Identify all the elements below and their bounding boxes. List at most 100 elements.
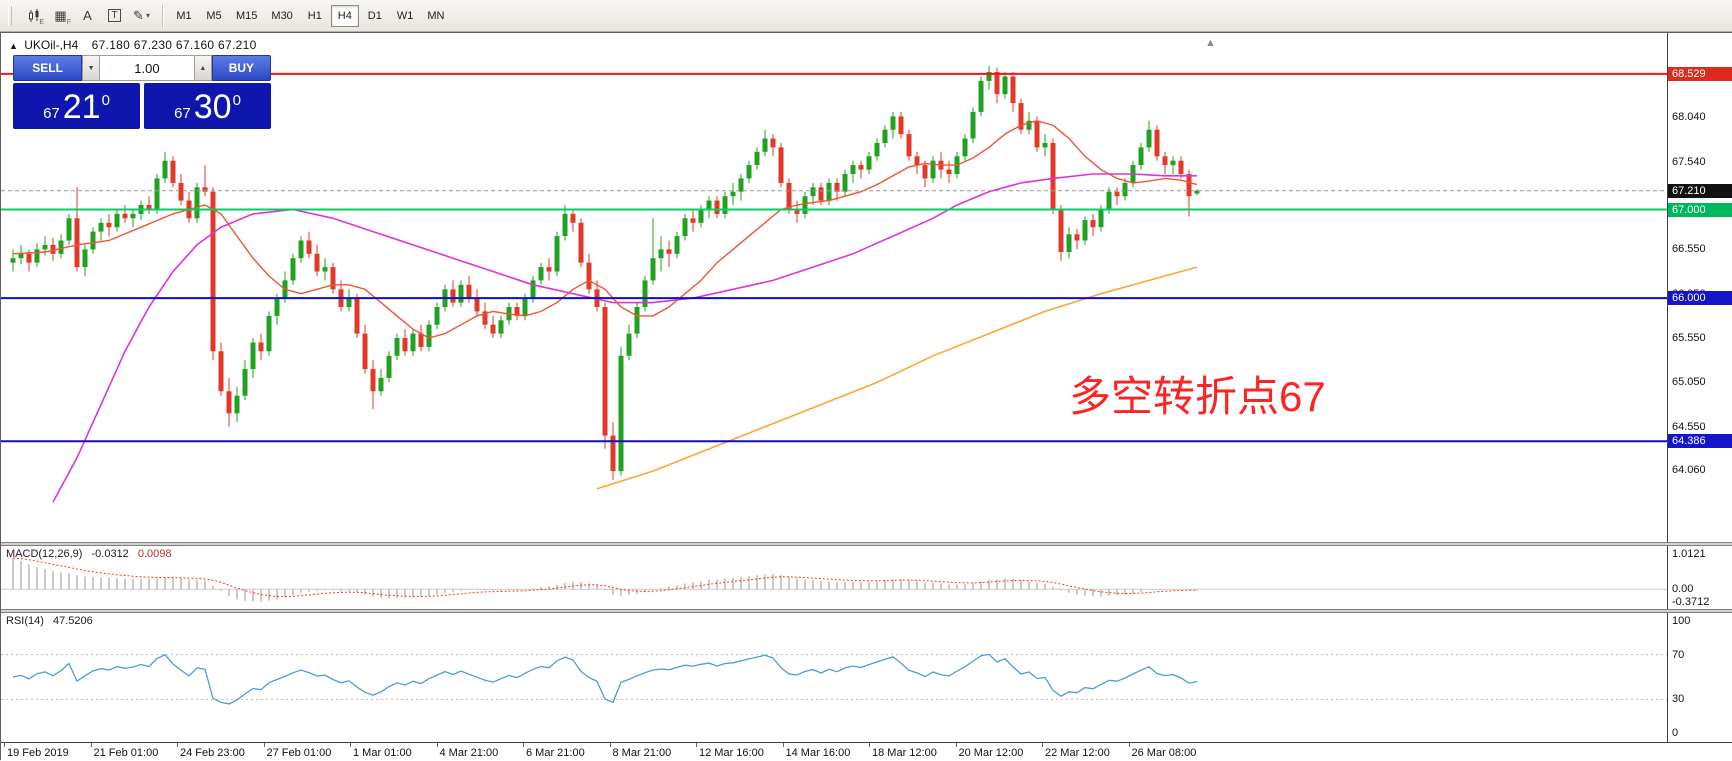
rsi-value: 47.5206: [52, 615, 93, 627]
bid-price-display[interactable]: 67 21 0: [13, 83, 140, 129]
ask-big-figure: 67: [174, 105, 191, 122]
time-axis-label: 18 Mar 12:00: [869, 743, 937, 759]
pane-separator[interactable]: [1, 542, 1732, 546]
volume-input[interactable]: [99, 55, 194, 81]
time-axis-label: 12 Mar 16:00: [696, 743, 764, 759]
time-axis-label: 26 Mar 08:00: [1128, 743, 1197, 759]
main-price-chart[interactable]: [1, 33, 1667, 542]
price-axis-badge: 67.210: [1668, 183, 1732, 198]
macd-axis-tick: 0.00: [1672, 583, 1694, 596]
trade-controls-row: SELL ▼ ▲ BUY: [13, 55, 271, 81]
timeframe-button-h4[interactable]: H4: [330, 4, 359, 27]
time-axis-label: 6 Mar 21:00: [523, 743, 585, 759]
rsi-label: RSI(14) 47.5206: [6, 615, 93, 627]
price-axis-tick: 65.050: [1672, 376, 1706, 389]
draw-tools-button[interactable]: ✎ ▾: [128, 4, 155, 28]
rsi-axis-tick: 100: [1672, 615, 1691, 627]
sell-label: SELL: [32, 61, 63, 75]
time-axis-label: 1 Mar 01:00: [350, 743, 412, 759]
chart-text-annotation: 多空转折点67: [1069, 373, 1326, 420]
price-axis-tick: 67.540: [1672, 155, 1706, 168]
price-axis-tick: 66.550: [1672, 243, 1706, 256]
rsi-axis-tick: 0: [1672, 727, 1679, 739]
bid-pipette: 0: [101, 92, 110, 109]
timeframe-button-mn[interactable]: MN: [421, 5, 450, 27]
rsi-indicator-chart[interactable]: [1, 613, 1667, 742]
price-axis-badge: 64.386: [1668, 434, 1732, 449]
text-label-button[interactable]: A: [74, 4, 101, 28]
sell-button[interactable]: SELL: [13, 55, 83, 81]
timeframe-group: M1 M5 M15 M30 H1 H4 D1 W1 MN: [170, 4, 450, 27]
pane-separator[interactable]: [1, 609, 1732, 613]
chart-window: ▲ UKOil-,H4 67.180 67.230 67.160 67.210 …: [0, 32, 1732, 761]
time-axis-label: 4 Mar 21:00: [436, 743, 499, 759]
price-axis-badge: 66.000: [1668, 291, 1732, 306]
bid-pips: 21: [62, 88, 101, 126]
ask-price-display[interactable]: 67 30 0: [144, 83, 271, 129]
icon-sub-label: E: [39, 18, 44, 26]
price-axis-tick: 64.060: [1672, 464, 1706, 477]
time-axis-label: 8 Mar 21:00: [609, 743, 672, 759]
buy-button[interactable]: BUY: [211, 55, 271, 81]
ohlc-values: 67.180 67.230 67.160 67.210: [91, 38, 257, 52]
macd-label: MACD(12,26,9) -0.0312 0.0098: [6, 548, 172, 560]
symbol-title: UKOil-,H4: [24, 38, 79, 52]
macd-axis-tick: -0.3712: [1672, 596, 1710, 609]
volume-up-button[interactable]: ▲: [193, 55, 212, 81]
up-arrow-icon: ▲: [199, 64, 207, 72]
timeframe-button-w1[interactable]: W1: [391, 5, 420, 27]
time-axis-label: 27 Feb 01:00: [263, 743, 332, 759]
chart-title: ▲ UKOil-,H4 67.180 67.230 67.160 67.210: [9, 38, 257, 52]
time-axis-label: 21 Feb 01:00: [90, 743, 159, 759]
text-label-icon: A: [83, 8, 92, 23]
volume-dropdown-button[interactable]: ▼: [82, 55, 100, 81]
price-axis-tick: 68.040: [1672, 111, 1706, 124]
one-click-trading-panel: SELL ▼ ▲ BUY 67 21 0 67 30 0: [13, 55, 271, 129]
time-axis-label: 20 Mar 12:00: [955, 743, 1024, 759]
time-axis-label: 22 Mar 12:00: [1042, 743, 1110, 759]
rsi-axis-tick: 30: [1672, 693, 1685, 706]
timeframe-button-m5[interactable]: M5: [200, 5, 228, 27]
buy-label: BUY: [228, 61, 255, 75]
toolbar-separator: [162, 4, 163, 27]
ask-pips: 30: [193, 88, 232, 126]
rsi-name: RSI(14): [6, 615, 44, 627]
chevron-down-icon: ▾: [145, 11, 150, 20]
grid-button[interactable]: ▦ F: [47, 4, 74, 28]
pencil-icon: ✎: [133, 7, 144, 23]
candlestick-icon: [28, 8, 38, 22]
price-axis[interactable]: [1667, 33, 1732, 742]
dropdown-arrow-icon: ▼: [87, 64, 95, 72]
toolbar-grip[interactable]: [8, 5, 12, 26]
macd-signal-value: 0.0098: [137, 548, 172, 560]
timeframe-button-m1[interactable]: M1: [170, 5, 198, 27]
time-axis-label: 19 Feb 2019: [4, 743, 69, 759]
grid-icon: ▦: [54, 7, 67, 23]
price-axis-badge: 68.529: [1668, 66, 1732, 81]
timeframe-button-m15[interactable]: M15: [230, 5, 263, 27]
macd-axis-tick: 1.0121: [1672, 548, 1706, 561]
text-box-icon: T: [108, 9, 121, 22]
toolbar: E ▦ F A T ✎ ▾ M1 M5 M15 M30 H1 H4 D1 W1 MN: [0, 0, 1732, 32]
text-box-button[interactable]: T: [101, 4, 128, 28]
macd-value: -0.0312: [91, 548, 129, 560]
macd-indicator-chart[interactable]: [1, 546, 1667, 609]
price-axis-tick: 65.550: [1672, 332, 1706, 344]
icon-sub-label: F: [66, 18, 71, 26]
triangle-marker-icon: ▲: [9, 41, 18, 51]
time-axis-label: 24 Feb 23:00: [177, 743, 245, 759]
rsi-axis-tick: 70: [1672, 648, 1685, 661]
price-axis-tick: 64.550: [1672, 420, 1706, 433]
time-axis-label: 14 Mar 16:00: [782, 743, 851, 759]
macd-name: MACD(12,26,9): [6, 548, 83, 560]
bid-big-figure: 67: [43, 105, 60, 122]
timeframe-button-h1[interactable]: H1: [301, 5, 329, 27]
timeframe-button-d1[interactable]: D1: [361, 5, 389, 27]
chart-shift-marker-icon: ▲: [1205, 37, 1216, 49]
timeframe-button-m30[interactable]: M30: [265, 5, 298, 27]
candlestick-chart-button[interactable]: E: [20, 4, 47, 28]
price-axis-badge: 67.000: [1668, 202, 1732, 217]
trade-prices-row: 67 21 0 67 30 0: [13, 83, 271, 129]
time-axis[interactable]: 19 Feb 2019 21 Feb 01:00 24 Feb 23:00 27 Fe…: [1, 742, 1732, 761]
ask-pipette: 0: [232, 92, 241, 109]
